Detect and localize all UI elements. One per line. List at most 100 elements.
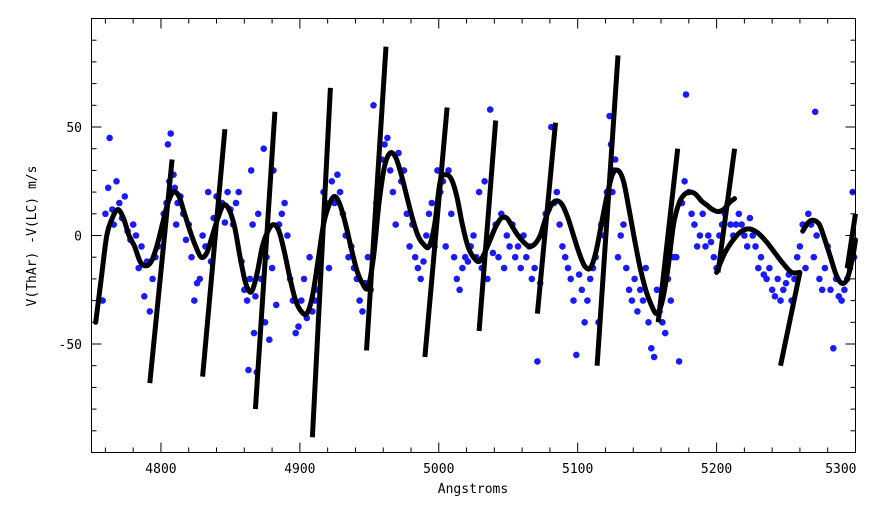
data-point	[272, 301, 280, 309]
data-point	[816, 275, 823, 283]
data-point	[252, 293, 259, 300]
data-point	[575, 271, 583, 278]
data-point	[653, 286, 661, 294]
data-point	[749, 232, 756, 239]
data-point	[705, 232, 712, 239]
data-point	[245, 366, 252, 374]
data-point	[411, 253, 419, 261]
data-point	[793, 253, 801, 261]
data-point	[771, 293, 779, 300]
data-point	[818, 286, 826, 294]
data-point	[584, 297, 591, 304]
data-point	[586, 275, 594, 283]
x-tick-label: 5100	[562, 462, 593, 477]
data-point	[406, 243, 413, 250]
data-point	[459, 264, 466, 272]
data-point	[743, 243, 751, 250]
data-point	[746, 214, 754, 222]
data-point	[392, 221, 400, 228]
data-point	[531, 264, 538, 272]
data-point	[517, 264, 524, 272]
data-point	[623, 264, 630, 272]
data-point	[442, 243, 450, 250]
data-point	[428, 199, 436, 207]
model-jump-line	[778, 271, 803, 367]
data-point	[821, 264, 829, 272]
data-point	[224, 188, 231, 196]
data-point	[503, 232, 511, 239]
data-point	[196, 275, 204, 283]
data-point	[381, 141, 388, 148]
data-point	[813, 232, 820, 239]
data-point	[188, 253, 195, 261]
data-point	[556, 221, 563, 228]
data-point	[266, 336, 273, 344]
data-point	[254, 210, 262, 218]
data-point	[841, 286, 848, 294]
data-point	[628, 297, 636, 304]
data-point	[506, 243, 513, 250]
axis-labels-layer: Angstroms V(ThAr) -V(LC) m/s 4800 4900 500…	[25, 121, 857, 497]
data-point	[249, 221, 256, 228]
model-jump-line	[655, 148, 681, 323]
data-point	[573, 351, 580, 359]
plot-frame	[91, 18, 856, 453]
data-point	[564, 264, 572, 272]
data-point	[417, 275, 425, 283]
model-jump-line	[200, 128, 228, 377]
data-point	[782, 279, 790, 287]
data-point	[106, 134, 113, 142]
data-point	[757, 253, 765, 261]
data-point	[247, 167, 255, 174]
data-point	[359, 308, 366, 315]
data-point	[295, 323, 302, 330]
x-axis-label: Angstroms	[438, 482, 508, 497]
data-point	[356, 297, 363, 304]
data-point	[710, 253, 718, 261]
data-point	[707, 238, 715, 246]
data-point	[300, 275, 308, 283]
data-point	[116, 199, 123, 207]
data-point	[172, 221, 180, 228]
y-tick-label: 50	[66, 121, 82, 136]
data-point	[425, 210, 433, 218]
data-point	[281, 199, 288, 207]
data-point	[243, 297, 251, 304]
data-point	[453, 275, 461, 283]
data-point	[384, 134, 391, 142]
data-point	[738, 221, 745, 228]
data-point	[481, 178, 488, 185]
data-point	[191, 297, 198, 304]
x-tick-label: 4800	[145, 462, 176, 477]
data-point	[693, 243, 701, 250]
data-point	[528, 275, 536, 283]
data-point	[811, 108, 819, 116]
data-point	[741, 232, 748, 239]
data-point	[561, 253, 569, 261]
data-point	[325, 264, 333, 272]
data-point	[260, 145, 268, 152]
data-point	[673, 253, 680, 261]
data-point	[414, 264, 422, 272]
model-jump-line	[252, 111, 278, 410]
data-point	[511, 253, 519, 261]
data-point	[838, 297, 845, 304]
data-point	[766, 264, 773, 272]
data-point	[675, 358, 683, 365]
data-point	[642, 264, 649, 272]
data-point	[164, 141, 172, 148]
data-point	[774, 275, 781, 283]
data-point	[514, 243, 522, 250]
data-point	[268, 264, 276, 272]
data-point	[755, 264, 762, 272]
y-tick-label: -50	[59, 338, 82, 353]
data-point	[298, 297, 305, 304]
y-axis-label: V(ThAr) -V(LC) m/s	[25, 166, 40, 307]
data-point	[780, 286, 787, 294]
data-point	[232, 199, 240, 207]
data-point	[688, 210, 695, 218]
data-point	[648, 345, 655, 352]
data-point	[389, 188, 397, 196]
data-point	[702, 243, 709, 250]
